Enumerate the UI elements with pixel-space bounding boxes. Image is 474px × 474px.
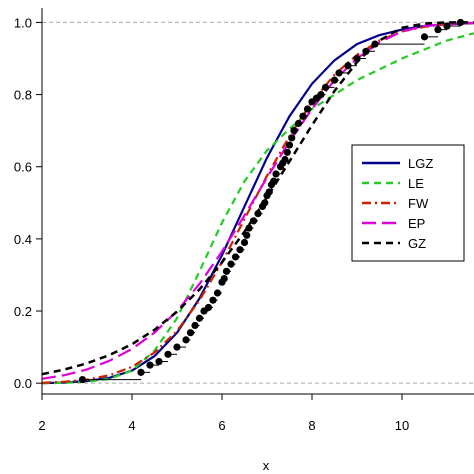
ecdf-point: [222, 267, 231, 275]
ecdf-point: [272, 170, 280, 178]
ecdf-point: [270, 177, 278, 185]
ecdf-point: [285, 141, 294, 149]
ecdf-point: [288, 134, 296, 142]
legend-label-gz: GZ: [408, 236, 426, 251]
ecdf-point: [254, 210, 262, 218]
ecdf-point: [261, 199, 269, 207]
x-tick-label: 10: [395, 418, 409, 433]
ecdf-point: [186, 329, 195, 337]
x-tick-label: 4: [128, 418, 135, 433]
ecdf-point: [362, 47, 370, 55]
ecdf-point: [456, 18, 465, 27]
ecdf-point: [420, 33, 429, 41]
ecdf-point: [330, 76, 339, 84]
ecdf-point: [182, 336, 190, 344]
ecdf-point: [227, 260, 235, 268]
ecdf-point: [353, 54, 361, 63]
y-tick-label: 0.6: [14, 160, 32, 175]
ecdf-point: [335, 69, 343, 77]
ecdf-point: [236, 246, 244, 254]
x-axis: 2 4 6 8 10: [38, 394, 409, 433]
ecdf-point: [220, 274, 228, 283]
ecdf-point: [299, 112, 307, 120]
ecdf-point: [240, 238, 249, 247]
ecdf-point: [195, 314, 204, 322]
reference-lines: [42, 21, 474, 384]
ecdf-point: [281, 155, 289, 164]
ecdf-point: [283, 148, 291, 156]
empirical-cdf: [78, 18, 465, 384]
ecdf-point: [191, 321, 199, 330]
ecdf-point: [78, 375, 87, 384]
curve-lgz: [41, 22, 474, 385]
ecdf-point: [290, 127, 298, 135]
y-tick-label: 1.0: [14, 15, 32, 30]
ecdf-point: [204, 303, 213, 312]
y-tick-label: 0.2: [14, 304, 32, 319]
ecdf-point: [245, 224, 253, 232]
ecdf-point: [249, 217, 258, 225]
x-tick-label: 8: [308, 418, 315, 433]
legend: LGZ LE FW EP GZ: [351, 144, 465, 262]
ecdf-point: [434, 26, 442, 34]
ecdf-point: [321, 83, 330, 91]
ecdf-point: [164, 350, 172, 358]
ecdf-point: [443, 22, 451, 30]
ecdf-point: [294, 119, 303, 128]
ecdf-point: [265, 188, 273, 196]
ecdf-point: [303, 105, 312, 113]
x-axis-title: x: [263, 458, 270, 473]
ecdf-point: [243, 231, 251, 239]
ecdf-point: [231, 253, 240, 261]
ecdf-point: [209, 296, 217, 304]
ecdf-point: [137, 368, 145, 376]
y-tick-label: 0.0: [14, 376, 32, 391]
curve-ep: [41, 21, 474, 380]
y-tick-label: 0.8: [14, 88, 32, 103]
x-tick-label: 6: [218, 418, 225, 433]
legend-label-le: LE: [408, 176, 424, 191]
x-tick-label: 2: [38, 418, 45, 433]
ecdf-point: [155, 357, 163, 366]
legend-label-ep: EP: [408, 216, 425, 231]
ecdf-point: [317, 90, 325, 99]
ecdf-point: [173, 343, 181, 351]
legend-label-fw: FW: [408, 196, 429, 211]
ecdf-point: [213, 289, 222, 297]
y-tick-label: 0.4: [14, 232, 32, 247]
legend-label-lgz: LGZ: [408, 156, 433, 171]
ecdf-point: [371, 40, 379, 48]
ecdf-point: [146, 361, 154, 369]
ecdf-point: [344, 62, 352, 70]
y-axis: 0.0 0.2 0.4 0.6 0.8 1.0: [14, 15, 42, 391]
